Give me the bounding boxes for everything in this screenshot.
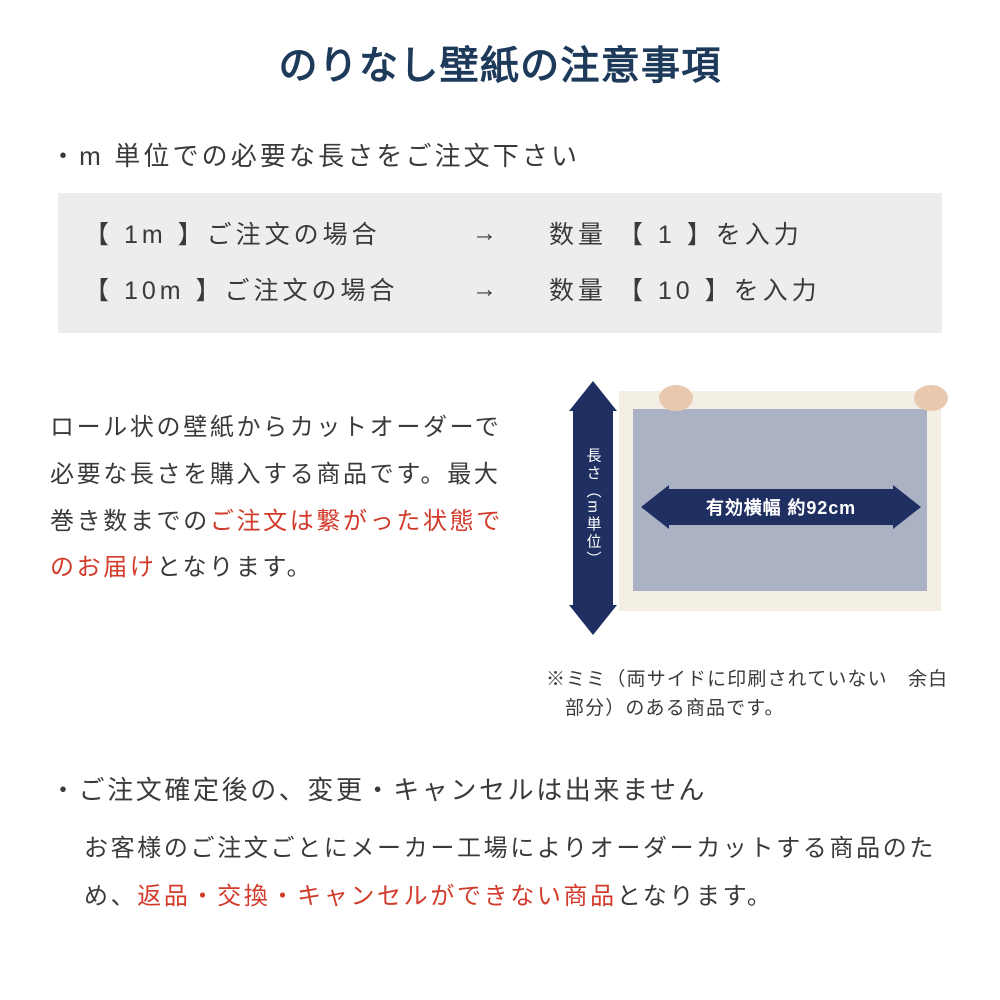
qty-row: 【 10m 】ご注文の場合 → 数量 【 10 】を入力 — [84, 271, 916, 307]
arrow-head-icon — [893, 485, 921, 529]
section2-paragraph: お客様のご注文ごとにメーカー工場によりオーダーカットする商品のため、返品・交換・… — [50, 825, 950, 921]
sec2-highlight: 返品・交換・キャンセルができない商品 — [137, 883, 617, 910]
para-post: となります。 — [157, 554, 314, 581]
page-title: のりなし壁紙の注意事項 — [50, 35, 950, 91]
section1-paragraph: ロール状の壁紙からカットオーダーで必要な長さを購入する商品です。最大巻き数までの… — [50, 365, 505, 592]
qty-row-right: 数量 【 10 】を入力 — [549, 271, 821, 307]
mimi-note: ※ミミ（両サイドに印刷されていない 余白部分）のある商品です。 — [523, 665, 950, 724]
horizontal-arrow-label: 有効横幅 約92cm — [706, 494, 856, 520]
sec2-post: となります。 — [617, 883, 774, 910]
arrow-head-icon — [569, 381, 617, 411]
qty-row-left: 【 10m 】ご注文の場合 — [84, 271, 424, 307]
qty-row: 【 1m 】ご注文の場合 → 数量 【 1 】を入力 — [84, 215, 916, 251]
wallpaper-diagram: 長さ（m単位） 有効横幅 約92cm — [523, 365, 950, 665]
qty-row-arrow: → — [472, 275, 501, 304]
qty-row-left: 【 1m 】ご注文の場合 — [84, 215, 424, 251]
qty-row-arrow: → — [472, 219, 501, 248]
arrow-head-icon — [641, 485, 669, 529]
vertical-arrow-label: 長さ（m単位） — [583, 447, 604, 568]
vertical-dimension-arrow: 長さ（m単位） — [571, 379, 615, 637]
hand-shape — [914, 385, 948, 411]
qty-row-right: 数量 【 1 】を入力 — [549, 215, 803, 251]
section1-bullet: ・m 単位での必要な長さをご注文下さい — [50, 136, 950, 173]
hand-shape — [659, 385, 693, 411]
section2-bullet: ・ご注文確定後の、変更・キャンセルは出来ません — [50, 770, 950, 807]
quantity-example-box: 【 1m 】ご注文の場合 → 数量 【 1 】を入力 【 10m 】ご注文の場合… — [58, 193, 942, 333]
horizontal-dimension-arrow: 有効横幅 約92cm — [641, 485, 921, 529]
arrow-head-icon — [569, 605, 617, 635]
